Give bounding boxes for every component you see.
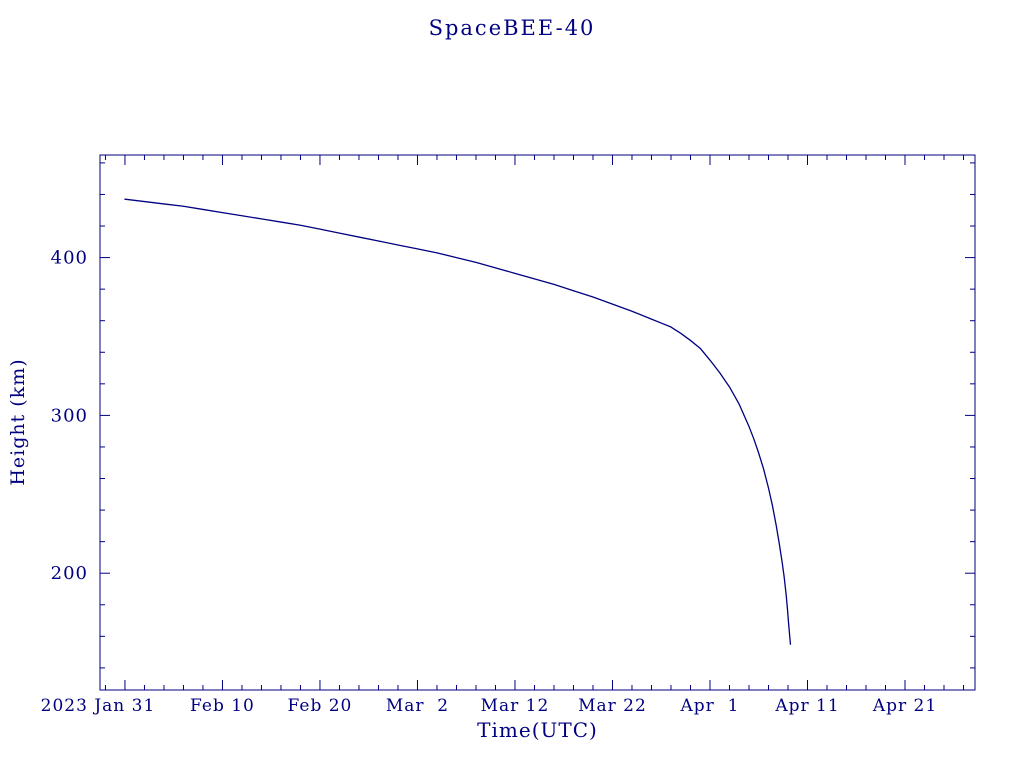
x-tick-label: Mar 12 bbox=[481, 696, 550, 716]
x-tick-label: Feb 10 bbox=[190, 696, 255, 716]
x-tick-label: Apr 1 bbox=[680, 696, 740, 716]
chart-title: SpaceBEE-40 bbox=[428, 16, 596, 40]
y-tick-label: 300 bbox=[51, 405, 88, 426]
y-tick-label: 400 bbox=[51, 248, 88, 269]
x-tick-label: 2023 Jan 31 bbox=[41, 696, 156, 716]
x-tick-label: Feb 20 bbox=[288, 696, 353, 716]
height-decay-curve bbox=[124, 198, 792, 645]
x-tick-label: Mar 22 bbox=[578, 696, 647, 716]
x-tick-label: Apr 21 bbox=[872, 696, 937, 716]
plot-frame bbox=[99, 154, 976, 691]
x-axis-title: Time(UTC) bbox=[477, 718, 598, 742]
y-tick-label: 200 bbox=[51, 563, 88, 584]
x-tick-label: Mar 2 bbox=[386, 696, 449, 716]
x-tick-label: Apr 11 bbox=[774, 696, 839, 716]
